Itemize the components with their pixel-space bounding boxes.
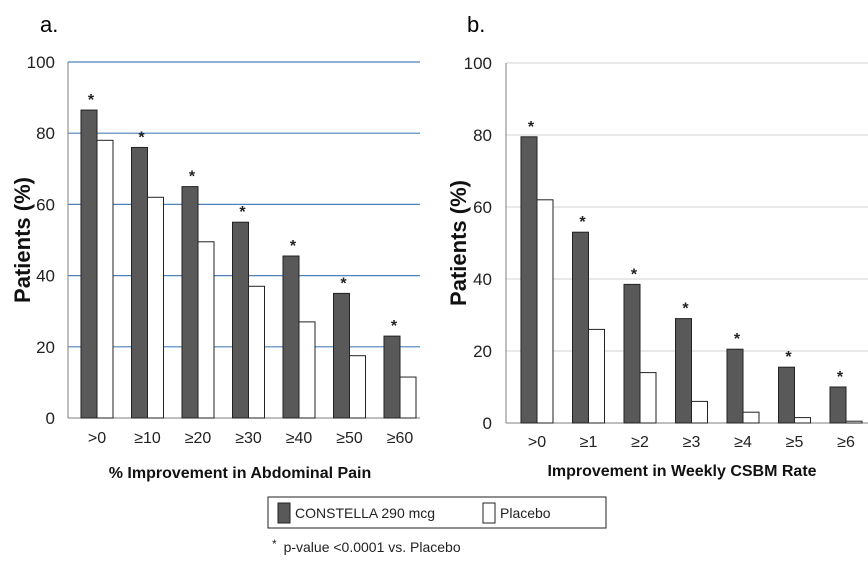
panel-b-chart: 0 20 40 60 80 100 * >0 * ≥1 * ≥2 * ≥3 * ≥4 * ≥5 * ≥6 xyxy=(464,54,868,451)
y-tick-label: 20 xyxy=(473,342,492,361)
legend-swatch-constella xyxy=(277,502,291,524)
legend: CONSTELLA 290 mcg Placebo xyxy=(267,496,607,529)
y-tick-label: 80 xyxy=(473,126,492,145)
significance-marker: * xyxy=(785,349,792,366)
bar-constella xyxy=(131,146,148,419)
y-tick-label: 80 xyxy=(36,124,55,143)
legend-label-constella: CONSTELLA 290 mcg xyxy=(295,505,435,521)
bar-constella xyxy=(829,386,847,424)
y-tick-label: 60 xyxy=(473,198,492,217)
bar-constella xyxy=(623,283,641,424)
panel-b-ylabel: Patients (%) xyxy=(446,180,471,306)
bar-constella xyxy=(232,221,249,419)
bar-placebo xyxy=(794,417,811,424)
bar-constella xyxy=(333,292,350,419)
x-category-label: ≥5 xyxy=(786,434,804,451)
bar-constella xyxy=(726,348,744,424)
bar-constella xyxy=(778,366,795,424)
x-category-label: ≥10 xyxy=(134,430,161,447)
y-tick-label: 100 xyxy=(464,54,492,73)
bar-constella xyxy=(675,318,692,424)
bar-constella xyxy=(80,109,98,419)
significance-marker: * xyxy=(631,266,638,283)
footnote-marker: * xyxy=(272,537,277,551)
x-category-label: ≥50 xyxy=(336,430,363,447)
panel-a-label: a. xyxy=(40,12,58,37)
significance-marker: * xyxy=(391,318,398,335)
bar-placebo xyxy=(399,376,417,419)
bar-placebo xyxy=(588,328,605,424)
x-category-label: ≥6 xyxy=(837,434,855,451)
bar-placebo xyxy=(349,355,366,419)
bar-placebo xyxy=(536,199,554,424)
significance-marker: * xyxy=(138,129,145,146)
bar-placebo xyxy=(298,321,316,419)
significance-marker: * xyxy=(290,238,297,255)
legend-frame xyxy=(267,496,607,529)
significance-marker: * xyxy=(340,275,347,292)
bar-placebo xyxy=(845,420,863,424)
y-tick-label: 0 xyxy=(46,409,55,428)
x-category-label: ≥30 xyxy=(235,430,262,447)
bar-placebo xyxy=(197,241,215,419)
panel-b-label: b. xyxy=(467,12,485,37)
legend-label-placebo: Placebo xyxy=(500,505,551,521)
footnote: * p-value <0.0001 vs. Placebo xyxy=(272,535,461,555)
x-category-label: >0 xyxy=(528,434,546,451)
x-category-label: ≥1 xyxy=(580,434,598,451)
panel-a-ylabel: Patients (%) xyxy=(10,177,35,303)
significance-marker: * xyxy=(837,369,844,386)
bar-placebo xyxy=(147,196,164,419)
y-tick-label: 40 xyxy=(36,267,55,286)
x-category-label: >0 xyxy=(88,430,106,447)
y-tick-label: 20 xyxy=(36,338,55,357)
significance-marker: * xyxy=(579,214,586,231)
footnote-text: p-value <0.0001 vs. Placebo xyxy=(284,539,461,555)
bar-placebo xyxy=(248,285,265,419)
significance-marker: * xyxy=(528,119,535,136)
x-category-label: ≥20 xyxy=(185,430,212,447)
x-category-label: ≥60 xyxy=(387,430,414,447)
bar-constella xyxy=(520,136,538,424)
bar-placebo xyxy=(639,372,657,424)
bar-placebo xyxy=(96,139,114,419)
significance-marker: * xyxy=(734,331,741,348)
bar-constella xyxy=(572,231,589,424)
bar-constella xyxy=(383,335,401,419)
significance-marker: * xyxy=(239,204,246,221)
significance-marker: * xyxy=(88,92,95,109)
x-category-label: ≥4 xyxy=(734,434,752,451)
significance-marker: * xyxy=(189,169,196,186)
bar-placebo xyxy=(742,411,760,424)
panel-a-chart: 0 20 40 60 80 100 * >0 * ≥10 * ≥20 * ≥30 * ≥40 * ≥50 * ≥60 xyxy=(27,53,420,447)
y-tick-label: 40 xyxy=(473,270,492,289)
x-category-label: ≥40 xyxy=(286,430,313,447)
panel-a-xlabel: % Improvement in Abdominal Pain xyxy=(109,465,372,482)
bar-placebo xyxy=(691,400,708,424)
panel-b-xlabel: Improvement in Weekly CSBM Rate xyxy=(547,463,816,480)
significance-marker: * xyxy=(682,301,689,318)
legend-swatch-placebo xyxy=(482,502,496,524)
bar-constella xyxy=(282,255,300,419)
bar-constella xyxy=(181,186,199,419)
x-category-label: ≥2 xyxy=(631,434,649,451)
y-tick-label: 0 xyxy=(483,414,492,433)
y-tick-label: 60 xyxy=(36,195,55,214)
y-tick-label: 100 xyxy=(27,53,55,72)
x-category-label: ≥3 xyxy=(683,434,701,451)
